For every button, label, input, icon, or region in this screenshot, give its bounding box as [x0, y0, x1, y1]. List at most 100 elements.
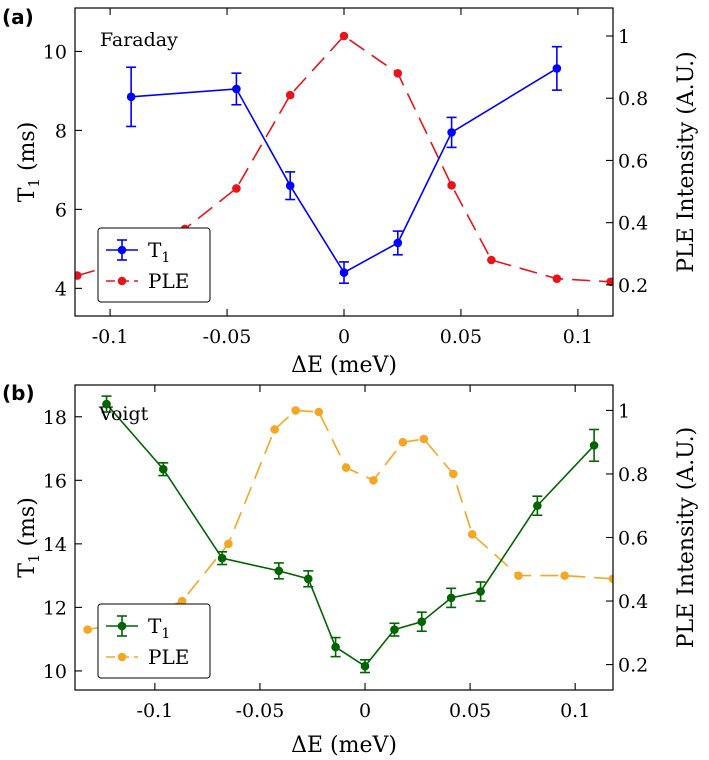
y-right-tick-label: 0.2 [618, 275, 648, 297]
data-point-ple [447, 181, 456, 190]
y-left-tick-label: 8 [55, 120, 67, 142]
x-axis-label: ΔE (meV) [291, 733, 397, 758]
data-point-ple [552, 274, 562, 283]
data-point-t1 [393, 238, 403, 248]
data-point-ple [339, 31, 349, 41]
data-point-t1 [533, 501, 542, 511]
data-point-ple [398, 437, 408, 447]
legend-box [97, 603, 211, 679]
y-left-tick-label: 16 [43, 470, 67, 492]
data-point-t1 [331, 642, 340, 652]
data-point-t1 [589, 441, 599, 450]
legend-entry-label: T1 [148, 614, 170, 642]
legend-entry-sub: 1 [161, 250, 170, 266]
data-point-ple [487, 255, 496, 265]
data-point-ple [608, 574, 613, 584]
y-left-axis-label: T1 (ms) [15, 122, 43, 203]
data-point-t1 [476, 587, 485, 596]
legend: T1 PLE [97, 227, 211, 303]
data-point-t1 [232, 84, 241, 94]
x-tick-label: -0.1 [92, 326, 129, 348]
y-left-tick-label: 4 [55, 278, 67, 300]
x-tick-label: 0.05 [440, 326, 482, 348]
y-right-tick-label: 0.6 [618, 150, 648, 172]
data-point-ple [393, 69, 403, 78]
legend-swatch-marker [117, 276, 127, 286]
y-left-axis-label-suffix: (ms) [15, 497, 40, 553]
x-tick-label: -0.05 [203, 326, 252, 348]
y-left-tick-label: 6 [55, 199, 67, 221]
data-point-ple [232, 184, 241, 193]
y-right-tick-label: 0.8 [618, 88, 648, 110]
data-point-ple [606, 277, 613, 287]
legend-entry-label: PLE [148, 645, 189, 669]
y-right-tick-label: 0.8 [618, 464, 648, 486]
y-left-axis-label-sub: 1 [25, 178, 43, 188]
data-point-t1 [552, 64, 562, 73]
x-tick-label: 0 [338, 326, 350, 348]
chart-panel-b: -0.1 -0.05 0 0.05 0.1 10 12 14 16 18 0.2 0.4 0.6 0.8 1… [2, 381, 699, 758]
y-left-axis-label: T1 (ms) [15, 497, 43, 578]
data-point-ple [514, 571, 523, 580]
y-left-tick-label: 18 [43, 407, 67, 429]
data-point-t1 [447, 128, 456, 137]
y-left-tick-label: 12 [43, 597, 67, 619]
data-point-t1 [102, 399, 111, 409]
data-point-t1 [274, 566, 284, 576]
y-right-tick-label: 0.4 [618, 213, 648, 235]
data-point-t1 [158, 464, 168, 474]
data-point-ple [314, 407, 324, 417]
x-tick-label: 0.05 [449, 700, 491, 722]
data-point-t1 [360, 661, 370, 671]
data-point-ple [419, 434, 429, 444]
y-left-axis-label-main: T [15, 187, 40, 202]
data-point-ple [75, 271, 82, 280]
y-left-axis-label-main: T [15, 563, 40, 578]
data-point-t1 [217, 553, 227, 563]
legend-swatch-marker [117, 245, 127, 255]
y-right-tick-label: 0.2 [618, 655, 648, 677]
panel-annotation: Voigt [98, 403, 149, 425]
panel-annotation: Faraday [100, 29, 178, 51]
legend-entry-label: T1 [148, 238, 170, 266]
x-tick-label: 0.1 [560, 700, 590, 722]
y-left-tick-label: 10 [43, 661, 67, 683]
data-point-ple [369, 476, 378, 485]
panel-label: (b) [2, 381, 35, 405]
data-point-ple [467, 530, 477, 539]
chart-panel-a: -0.1 -0.05 0 0.05 0.1 4 6 8 10 0.2 0.4 0.6 0.8 1 (a) Fa… [2, 5, 699, 378]
x-axis-label: ΔE (meV) [291, 353, 397, 378]
y-right-tick-label: 1 [618, 400, 630, 422]
data-point-ple [285, 90, 295, 100]
data-point-t1 [339, 268, 349, 277]
data-point-t1 [285, 181, 295, 190]
y-right-tick-label: 0.4 [618, 591, 648, 613]
data-point-ple [224, 539, 233, 549]
legend-swatch-marker [117, 621, 127, 631]
x-tick-label: -0.1 [137, 700, 174, 722]
x-tick-label: -0.05 [236, 700, 285, 722]
y-right-axis-label: PLE Intensity (A.U.) [674, 427, 699, 649]
panel-label: (a) [2, 5, 34, 29]
data-point-ple [560, 571, 569, 580]
legend-entry-label: PLE [148, 269, 189, 293]
x-tick-label: 0.1 [563, 326, 593, 348]
y-right-axis-label: PLE Intensity (A.U.) [674, 51, 699, 273]
legend-entry-main: T [148, 238, 162, 262]
legend-entry-main: PLE [148, 645, 189, 669]
y-left-axis-label-sub: 1 [25, 554, 43, 564]
data-point-ple [291, 406, 300, 415]
data-point-t1 [303, 574, 313, 584]
legend-entry-main: PLE [148, 269, 189, 293]
data-point-ple [177, 596, 187, 606]
data-point-ple [270, 425, 279, 434]
legend-box [97, 227, 211, 303]
data-point-t1 [446, 593, 456, 603]
x-tick-label: 0 [359, 700, 371, 722]
data-point-t1 [126, 92, 136, 102]
data-point-t1 [390, 625, 399, 634]
plot-area [83, 395, 613, 674]
series-line-ple [87, 409, 613, 631]
data-point-ple [341, 463, 351, 472]
